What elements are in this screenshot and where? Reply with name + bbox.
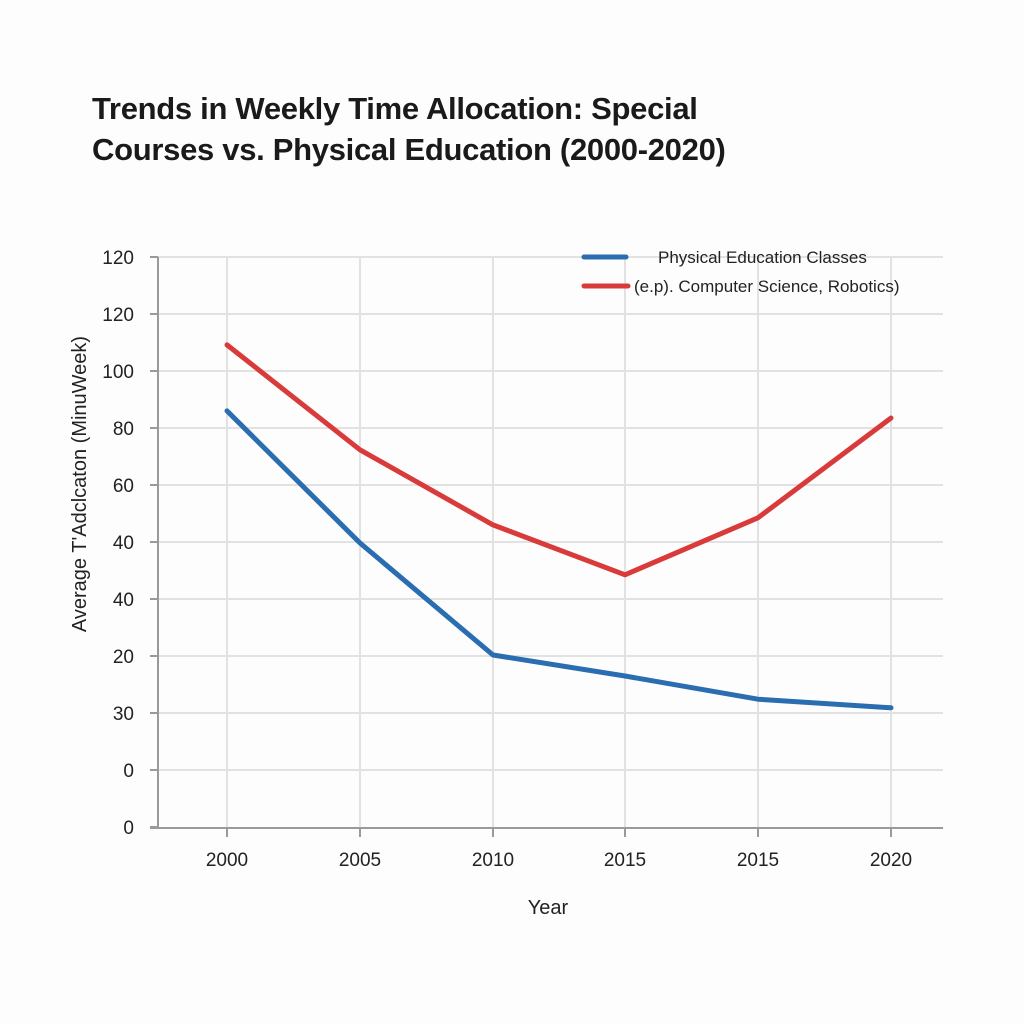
- y-tick-label: 40: [113, 590, 134, 611]
- x-ticks: 2000 2005 2010 2015 2015 2020: [206, 828, 912, 871]
- y-tick-label: 120: [102, 248, 134, 269]
- x-tick-label: 2010: [472, 850, 514, 871]
- chart-title-line: Courses vs. Physical Education (2000-202…: [92, 132, 726, 167]
- x-tick-label: 2015: [737, 850, 779, 871]
- x-tick-label: 2000: [206, 850, 248, 871]
- chart-title-line: Trends in Weekly Time Allocation: Specia…: [92, 91, 698, 126]
- y-tick-label: 0: [123, 761, 134, 782]
- series-line-computer-science: [224, 342, 894, 578]
- grid: [158, 256, 943, 827]
- y-tick-label: 0: [123, 818, 134, 839]
- x-tick-label: 2020: [870, 850, 912, 871]
- y-tick-label: 20: [113, 647, 134, 668]
- y-tick-label: 30: [113, 704, 134, 725]
- legend-label-computer-science: (e.p). Computer Science, Robotics): [634, 277, 900, 296]
- legend: Physical Education Classes (e.p). Comput…: [581, 248, 900, 296]
- y-ticks: 0 0 30 20 40 40 60 80 100 120 120: [102, 248, 158, 839]
- y-tick-label: 100: [102, 362, 134, 383]
- y-tick-label: 60: [113, 476, 134, 497]
- y-tick-label: 80: [113, 419, 134, 440]
- y-tick-label: 120: [102, 305, 134, 326]
- series-line-physical-education: [224, 408, 894, 711]
- y-tick-label: 40: [113, 533, 134, 554]
- x-axis-label: Year: [528, 897, 569, 919]
- y-axis-label: Average T'Adclcaton (MinuWeek): [69, 336, 91, 632]
- chart-title: Trends in Weekly Time Allocation: Specia…: [92, 88, 792, 170]
- x-tick-label: 2005: [339, 850, 381, 871]
- legend-label-physical-education: Physical Education Classes: [658, 248, 867, 267]
- series-lines: [224, 342, 894, 711]
- x-tick-label: 2015: [604, 850, 646, 871]
